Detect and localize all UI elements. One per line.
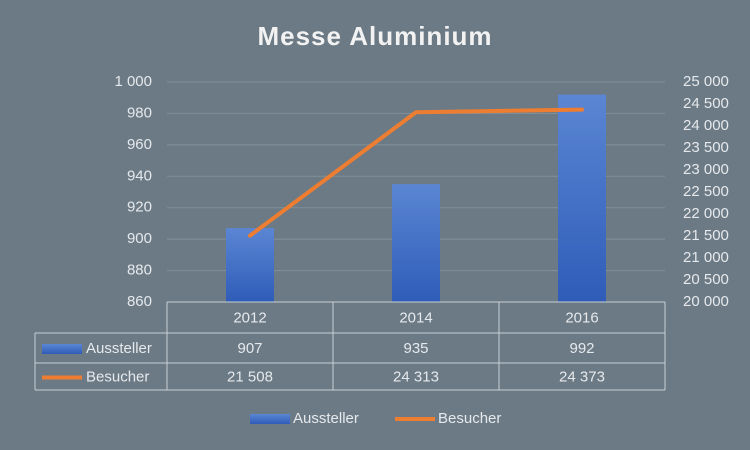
chart-title: Messe Aluminium xyxy=(257,21,492,51)
y2-tick-label: 20 000 xyxy=(683,293,729,310)
y-tick-label: 960 xyxy=(127,136,152,153)
legend-key xyxy=(42,344,82,354)
bar xyxy=(226,228,274,302)
table-row-label: Besucher xyxy=(86,368,149,385)
y2-tick-label: 21 500 xyxy=(683,227,729,244)
table-value: 24 373 xyxy=(559,368,605,385)
legend-key xyxy=(250,414,290,424)
table-row-label: Aussteller xyxy=(86,340,152,357)
y-tick-label: 900 xyxy=(127,230,152,247)
x-tick-label: 2014 xyxy=(399,309,432,326)
y-tick-label: 920 xyxy=(127,199,152,216)
y2-tick-label: 22 500 xyxy=(683,183,729,200)
bar xyxy=(558,94,606,302)
y-tick-label: 880 xyxy=(127,262,152,279)
table-value: 21 508 xyxy=(227,368,273,385)
y-tick-label: 1 000 xyxy=(114,73,152,90)
y2-tick-label: 20 500 xyxy=(683,271,729,288)
y-tick-label: 940 xyxy=(127,167,152,184)
y-tick-label: 860 xyxy=(127,293,152,310)
table-value: 24 313 xyxy=(393,368,439,385)
y2-tick-label: 25 000 xyxy=(683,73,729,90)
legend-label: Aussteller xyxy=(293,410,359,427)
y2-tick-label: 21 000 xyxy=(683,249,729,266)
x-tick-label: 2012 xyxy=(233,309,266,326)
x-tick-label: 2016 xyxy=(565,309,598,326)
table-value: 907 xyxy=(237,340,262,357)
line xyxy=(248,107,584,238)
table-value: 992 xyxy=(569,340,594,357)
y2-tick-label: 24 500 xyxy=(683,95,729,112)
y2-tick-label: 23 000 xyxy=(683,161,729,178)
y2-tick-label: 22 000 xyxy=(683,205,729,222)
y2-tick-label: 24 000 xyxy=(683,117,729,134)
legend-label: Besucher xyxy=(438,410,501,427)
bar xyxy=(392,184,440,302)
table-value: 935 xyxy=(403,340,428,357)
y-tick-label: 980 xyxy=(127,104,152,121)
y2-tick-label: 23 500 xyxy=(683,139,729,156)
